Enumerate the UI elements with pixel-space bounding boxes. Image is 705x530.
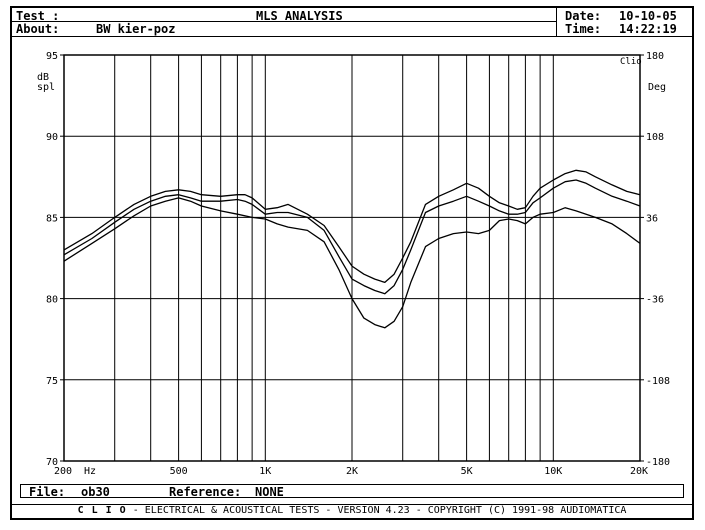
file-label: File:	[29, 485, 66, 499]
x-tick-label: 500	[170, 466, 188, 477]
plot-border	[63, 54, 641, 462]
y-tick-label: 90	[46, 132, 58, 143]
x-tick-label: 1K	[259, 466, 271, 477]
response-curve-2	[63, 179, 641, 295]
response-curve-3	[63, 197, 641, 329]
y-tick-label: 80	[46, 295, 58, 306]
chart-grid	[64, 55, 640, 461]
axis-ticks: 70 75 80 85 90 95 -180 -108 -36 36 108 180 200 500 1K 2…	[46, 51, 670, 477]
test-label: Test :	[16, 9, 60, 23]
time-label: Time:	[565, 22, 602, 36]
response-curves	[63, 169, 641, 329]
about-value: BW kier-poz	[96, 22, 176, 36]
about-label: About:	[16, 22, 60, 36]
chart-title: MLS ANALYSIS	[256, 9, 343, 23]
time-value: 14:22:19	[619, 22, 677, 36]
x-tick-label: 20K	[630, 466, 648, 477]
y2-tick-label: 36	[646, 213, 658, 224]
header-divider	[12, 21, 556, 22]
y2-tick-label: 180	[646, 51, 664, 62]
header-vertical-divider	[556, 8, 557, 36]
reference-label: Reference:	[169, 485, 242, 499]
date-label: Date:	[565, 9, 602, 23]
y2-tick-label: -108	[646, 376, 670, 387]
x-tick-label: 2K	[346, 466, 358, 477]
reference-value: NONE	[255, 485, 284, 499]
y-tick-label: 85	[46, 213, 58, 224]
file-bar: File: ob30 Reference: NONE	[20, 484, 684, 499]
y-axis-label-spl: spl	[37, 82, 55, 93]
y-tick-label: 75	[46, 376, 58, 387]
clio-window: Test : MLS ANALYSIS Date: 10-10-05 About…	[10, 6, 694, 520]
date-value: 10-10-05	[619, 9, 677, 23]
header-panel: Test : MLS ANALYSIS Date: 10-10-05 About…	[12, 8, 692, 37]
x-axis-unit: Hz	[84, 466, 96, 477]
copyright-bar: C L I O - ELECTRICAL & ACOUSTICAL TESTS …	[12, 504, 692, 519]
clio-corner-label: Clio	[620, 57, 642, 67]
x-tick-label: 10K	[544, 466, 562, 477]
y2-axis-label: Deg	[648, 82, 666, 93]
y-tick-label: 95	[46, 51, 58, 62]
x-tick-label: 200	[54, 466, 72, 477]
y2-tick-label: -180	[646, 457, 670, 468]
y2-tick-label: -36	[646, 295, 664, 306]
y-tick-label: 70	[46, 457, 58, 468]
file-value: ob30	[81, 485, 110, 499]
y-axis-label-db: dB	[37, 72, 49, 83]
x-tick-label: 5K	[461, 466, 473, 477]
y2-tick-label: 108	[646, 132, 664, 143]
app-name: C L I O	[77, 505, 127, 516]
response-curve-1	[63, 169, 641, 284]
app-info-text: - ELECTRICAL & ACOUSTICAL TESTS - VERSIO…	[132, 505, 627, 516]
